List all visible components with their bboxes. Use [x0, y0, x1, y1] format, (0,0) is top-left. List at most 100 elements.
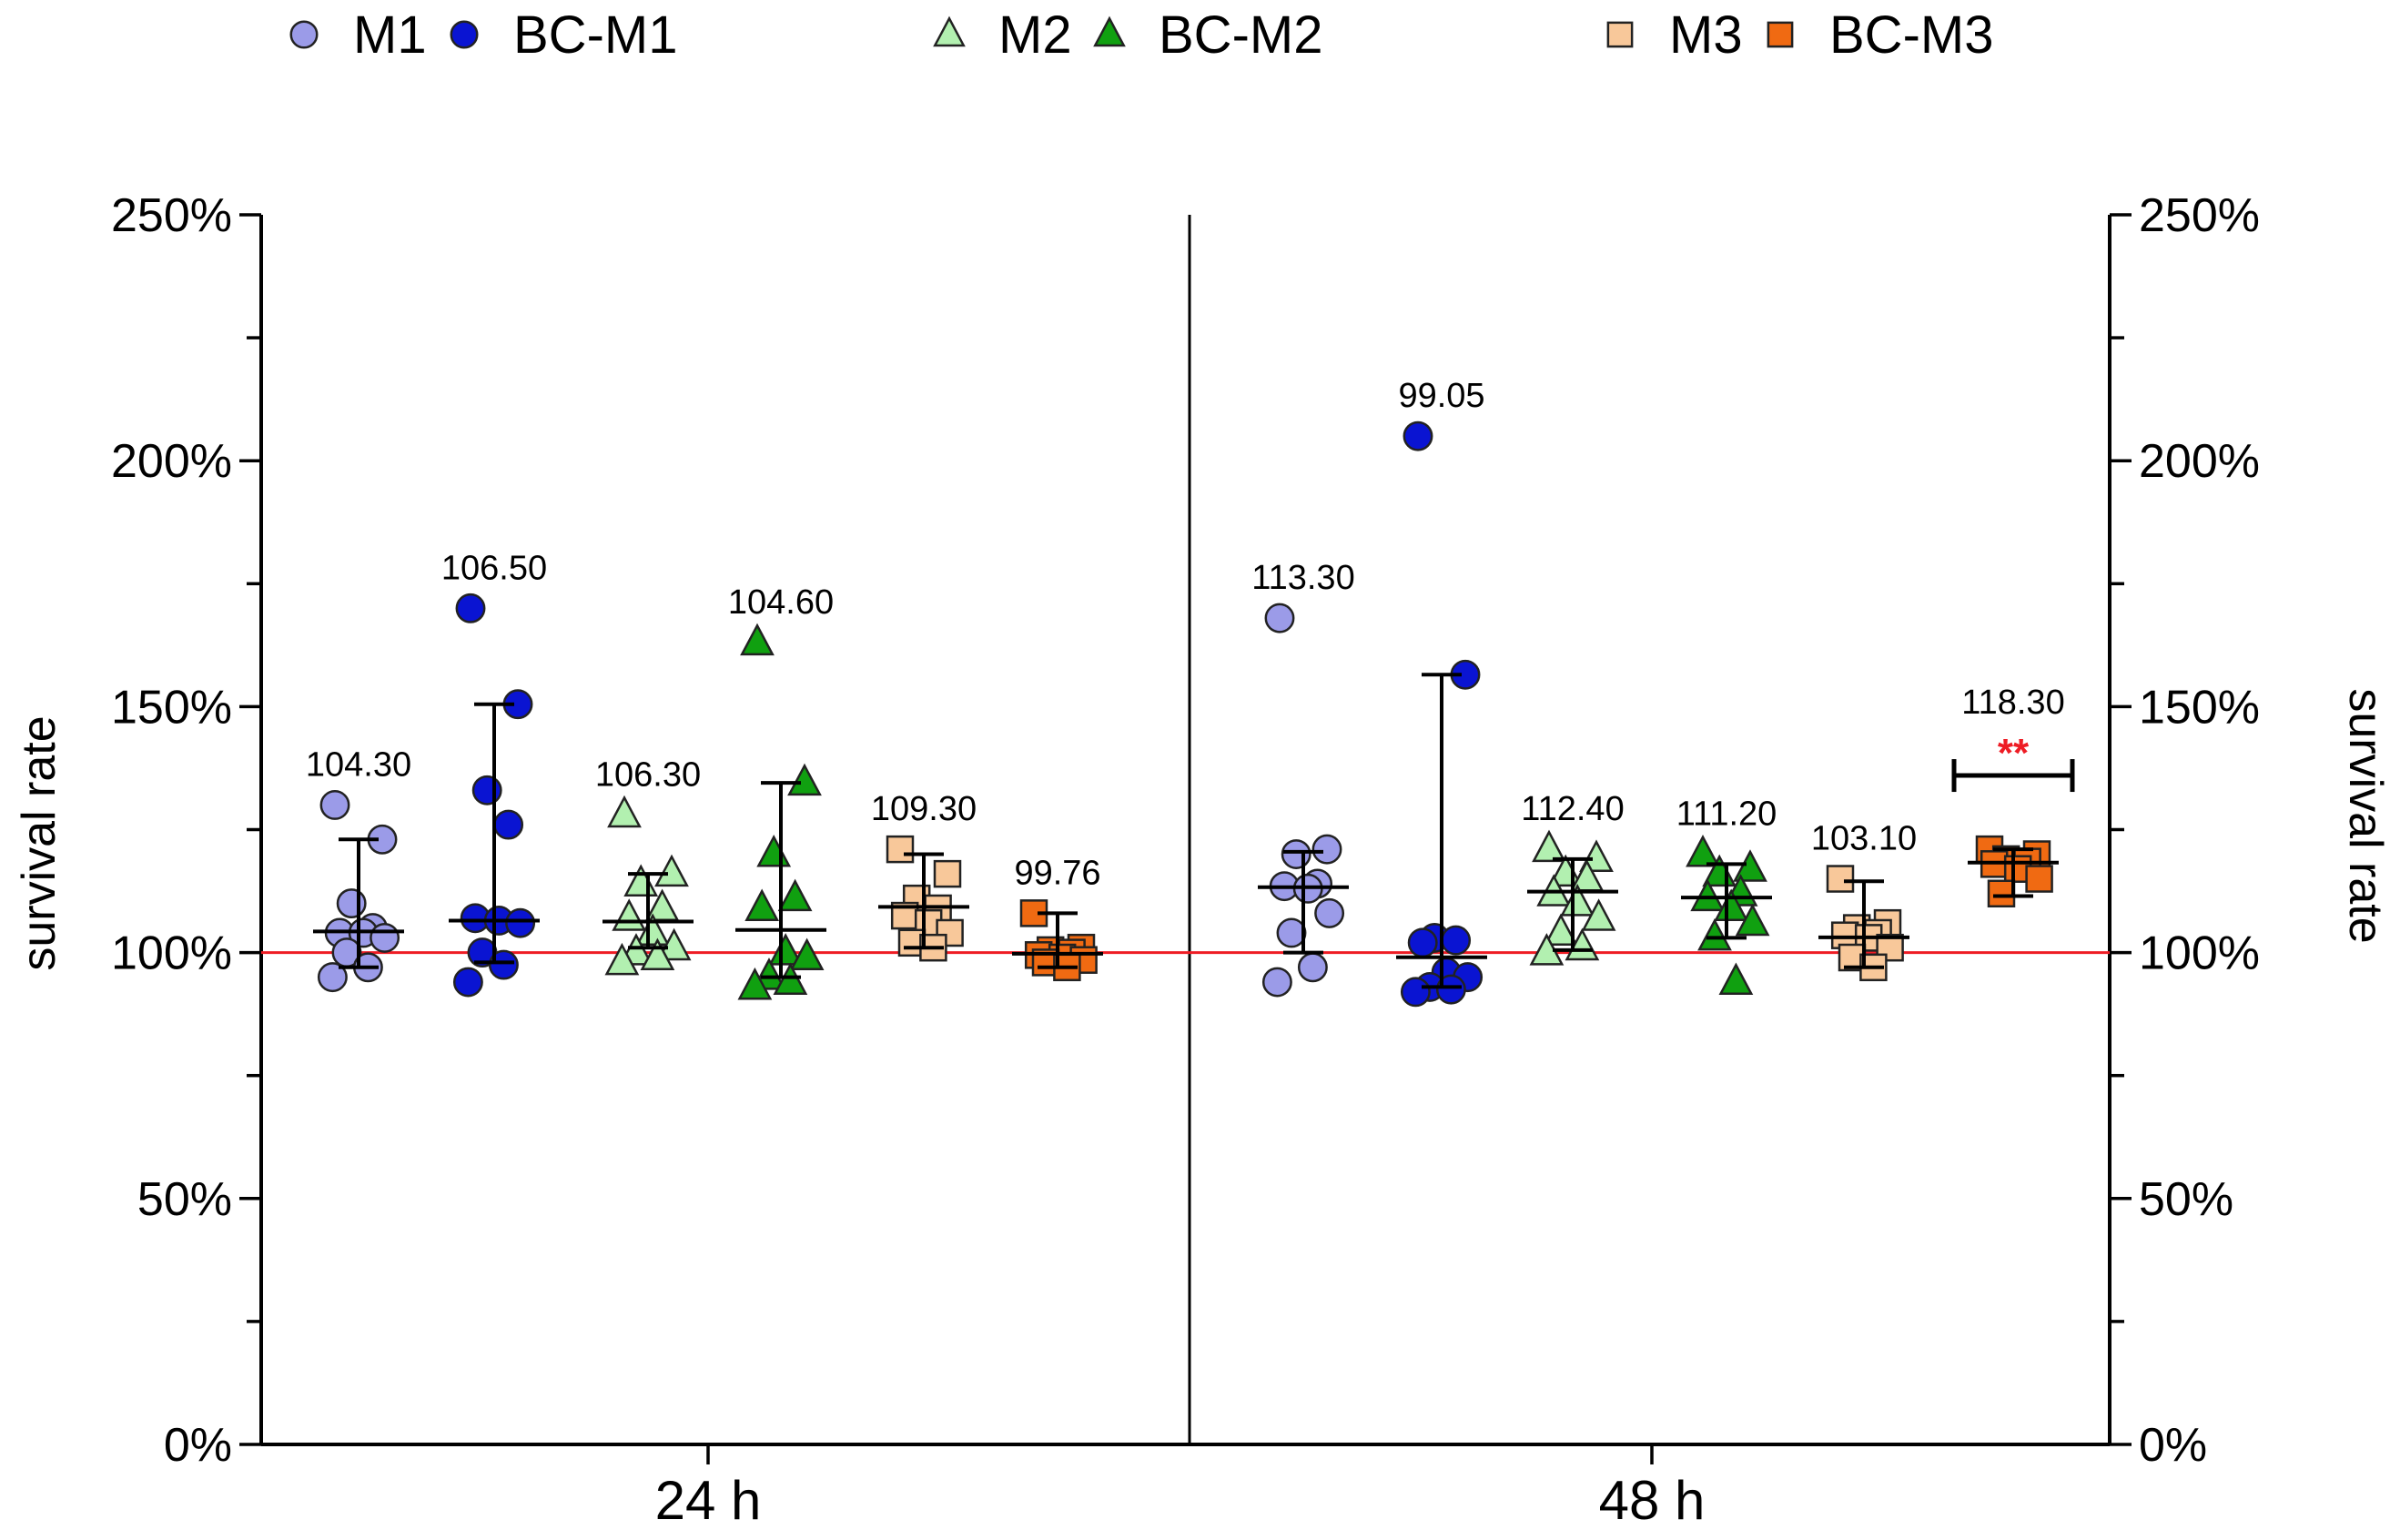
median-label: 104.30	[306, 745, 411, 784]
data-point	[319, 790, 350, 820]
legend-entry-bc-m3: BC-M3	[1767, 5, 1993, 65]
y-axis-title-left: survival rate	[13, 715, 66, 970]
legend-entry-m3: M3	[1606, 5, 1743, 65]
data-point	[737, 967, 773, 1000]
data-point	[1435, 974, 1466, 1005]
y-tick-label-left: 100%	[111, 927, 232, 980]
significance-bracket: **	[1951, 731, 2075, 793]
y-tick-label-right: 200%	[2139, 435, 2260, 488]
data-point	[612, 898, 647, 931]
y-tick-label-left: 50%	[137, 1173, 232, 1226]
y-tick-label-right: 100%	[2139, 927, 2260, 980]
significance-label: **	[1998, 731, 2030, 775]
y-tick-label-left: 200%	[111, 435, 232, 488]
data-point	[1876, 933, 1904, 962]
group-m1-48h: 113.30	[1251, 559, 1355, 998]
legend-entry-bc-m2: BC-M2	[1093, 5, 1322, 65]
data-point	[1581, 898, 1616, 931]
y-tick-label-right: 0%	[2139, 1419, 2207, 1472]
y-axis-title-right: survival rate	[2339, 688, 2392, 943]
median-label: 111.20	[1676, 795, 1777, 834]
data-point	[744, 888, 780, 921]
data-point	[1400, 977, 1431, 1008]
data-point	[1441, 925, 1472, 956]
data-point	[1311, 834, 1342, 865]
legend-marker-m3	[1606, 21, 1634, 48]
median-label: 113.30	[1251, 559, 1354, 597]
data-point	[505, 907, 536, 938]
data-point	[1697, 917, 1732, 951]
group-bc-m3-24h: 99.76	[1012, 854, 1103, 982]
data-point	[623, 864, 659, 897]
data-point	[1297, 952, 1328, 983]
legend-entry-bc-m1: BC-M1	[450, 5, 677, 65]
legend-entry-m1: M1	[289, 5, 427, 65]
data-point	[317, 962, 348, 993]
data-point	[1261, 967, 1292, 998]
group-bc-m3-48h: 118.30	[1961, 684, 2065, 908]
data-point	[370, 922, 400, 953]
data-point	[604, 942, 640, 976]
data-point	[493, 809, 524, 840]
group-bc-m1-24h: 106.50	[441, 549, 547, 998]
data-point	[1314, 897, 1345, 928]
y-tick-label-left: 150%	[111, 681, 232, 734]
data-marks: 104.30 106.50 106.30 104.60 109.30 99.76 113.3…	[306, 377, 2075, 1008]
data-point	[756, 835, 792, 867]
legend-label-m1: M1	[353, 5, 427, 65]
y-tick-label-right: 150%	[2139, 681, 2260, 734]
y-tick-label-right: 50%	[2139, 1173, 2233, 1226]
data-point	[768, 933, 804, 966]
median-label: 104.60	[728, 583, 834, 622]
data-point	[455, 593, 486, 623]
legend-label-bc-m3: BC-M3	[1829, 5, 1993, 65]
data-point	[1264, 603, 1295, 633]
legend-entry-m2: M2	[933, 5, 1072, 65]
legend: M1 BC-M1 M2 BC-M2 M3 BC-M3	[289, 5, 1993, 65]
legend-marker-bc-m3	[1767, 21, 1794, 48]
data-point	[789, 937, 825, 971]
data-point	[607, 795, 642, 828]
y-tick-label-left: 0%	[164, 1419, 232, 1472]
median-label: 112.40	[1521, 790, 1624, 828]
data-point	[886, 835, 915, 864]
legend-marker-m1	[289, 20, 319, 49]
data-point	[471, 775, 502, 805]
data-point	[1718, 962, 1754, 996]
legend-marker-m2	[933, 15, 966, 47]
data-point	[488, 949, 519, 980]
data-point	[933, 859, 962, 888]
data-point	[1987, 879, 2016, 908]
legend-marker-bc-m1	[450, 20, 479, 49]
data-point	[740, 623, 775, 656]
data-point	[1826, 865, 1855, 893]
group-m2-24h: 106.30	[595, 755, 701, 976]
median-label: 103.10	[1811, 820, 1917, 858]
data-point	[787, 763, 822, 796]
data-point	[1686, 835, 1720, 867]
axes: 0% 0% 50% 50% 100% 100% 150% 150% 200% 200% 250% 25…	[13, 189, 2392, 1531]
x-tick-label-panel: 24 h	[655, 1470, 762, 1531]
group-m1-24h: 104.30	[306, 745, 411, 993]
legend-label-m2: M2	[998, 5, 1072, 65]
legend-label-m3: M3	[1669, 5, 1743, 65]
data-point	[640, 937, 675, 971]
data-point	[1560, 884, 1595, 917]
median-label: 118.30	[1961, 684, 2064, 722]
data-point	[1276, 917, 1307, 948]
data-point	[336, 888, 367, 919]
data-point	[654, 854, 689, 887]
median-label: 106.50	[441, 549, 547, 587]
group-bc-m2-48h: 111.20	[1676, 795, 1777, 996]
group-m3-24h: 109.30	[871, 790, 977, 962]
median-label: 106.30	[595, 755, 701, 794]
data-point	[1407, 927, 1438, 958]
group-m2-48h: 112.40	[1521, 790, 1625, 966]
data-point	[1714, 888, 1749, 921]
x-tick-label-panel: 48 h	[1599, 1470, 1706, 1531]
median-label: 99.05	[1398, 377, 1484, 415]
data-point	[1281, 839, 1311, 869]
median-label: 99.76	[1014, 854, 1100, 892]
legend-label-bc-m2: BC-M2	[1159, 5, 1322, 65]
group-m3-48h: 103.10	[1811, 820, 1917, 982]
